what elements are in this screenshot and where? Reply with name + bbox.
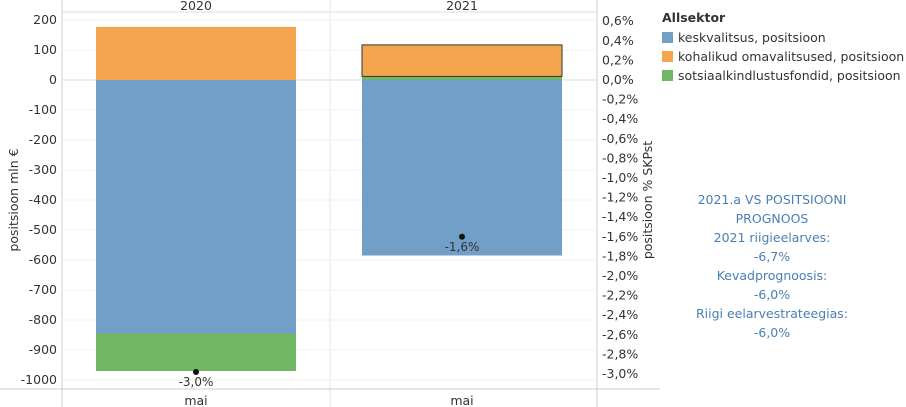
left-tick-label: -400 bbox=[29, 192, 57, 207]
right-tick-label: -2,0% bbox=[602, 268, 638, 283]
category-label: mai bbox=[184, 393, 207, 407]
right-tick-label: -2,8% bbox=[602, 346, 638, 361]
left-tick-label: 100 bbox=[33, 42, 57, 57]
legend: Allsektor keskvalitsus, positsioon kohal… bbox=[662, 10, 904, 85]
right-tick-label: -1,4% bbox=[602, 209, 638, 224]
column-header: 2020 bbox=[180, 0, 212, 13]
right-axis-title: positsioon % SKPst bbox=[640, 141, 655, 259]
right-tick-label: -1,2% bbox=[602, 190, 638, 205]
note-value: -6,0% bbox=[753, 287, 791, 302]
left-axis-title: positsioon mln € bbox=[6, 148, 21, 251]
right-tick-label: -0,4% bbox=[602, 111, 638, 126]
note-value: -6,0% bbox=[753, 325, 791, 340]
left-tick-label: -500 bbox=[29, 222, 57, 237]
left-tick-label: -700 bbox=[29, 282, 57, 297]
note-line: Riigi eelarvestrateegias: bbox=[695, 306, 849, 321]
note-title: 2021.a VS POSITSIOONI PROGNOOS bbox=[697, 192, 847, 226]
pct-label: -3,0% bbox=[179, 375, 214, 389]
right-tick-label: 0,6% bbox=[602, 13, 634, 28]
left-tick-label: -1000 bbox=[21, 372, 57, 387]
legend-title: Allsektor bbox=[662, 10, 726, 25]
right-tick-label: 0,2% bbox=[602, 52, 634, 67]
bar-segment bbox=[362, 80, 562, 256]
left-tick-label: -800 bbox=[29, 312, 57, 327]
right-tick-label: -2,6% bbox=[602, 327, 638, 342]
note-line: 2021 riigieelarves: bbox=[713, 230, 831, 245]
left-tick-label: -200 bbox=[29, 132, 57, 147]
right-tick-label: -1,6% bbox=[602, 229, 638, 244]
pct-label: -1,6% bbox=[445, 240, 480, 254]
legend-item[interactable]: keskvalitsus, positsioon bbox=[662, 28, 904, 47]
right-tick-label: -3,0% bbox=[602, 366, 638, 381]
left-tick-label: -600 bbox=[29, 252, 57, 267]
bar-segment bbox=[96, 80, 296, 334]
category-label: mai bbox=[450, 393, 473, 407]
chart: 200 100 0 -100 -200 -300 -400 -500 -600 -700 -800 -… bbox=[0, 0, 660, 407]
pct-point bbox=[193, 369, 199, 375]
legend-item[interactable]: kohalikud omavalitsused, positsioon bbox=[662, 47, 904, 66]
pct-point bbox=[459, 233, 465, 240]
right-tick-label: 0,4% bbox=[602, 33, 634, 48]
bar-segment bbox=[361, 44, 563, 77]
note-value: -6,7% bbox=[753, 249, 791, 264]
left-tick-label: -300 bbox=[29, 162, 57, 177]
right-tick-label: -1,0% bbox=[602, 170, 638, 185]
right-tick-label: 0,0% bbox=[602, 72, 634, 87]
right-tick-label: -2,2% bbox=[602, 288, 638, 303]
right-tick-label: -0,8% bbox=[602, 150, 638, 165]
bar-segment bbox=[362, 76, 562, 80]
legend-item[interactable]: sotsiaalkindlustusfondid, positsioon bbox=[662, 66, 904, 85]
column-header: 2021 bbox=[446, 0, 478, 13]
bar-segment bbox=[96, 26, 296, 80]
left-tick-label: 200 bbox=[33, 12, 57, 27]
left-tick-label: -100 bbox=[29, 102, 57, 117]
note-line: Kevadprognoosis: bbox=[716, 268, 828, 283]
left-tick-label: -900 bbox=[29, 342, 57, 357]
forecast-note: 2021.a VS POSITSIOONI PROGNOOS 2021 riig… bbox=[662, 190, 882, 342]
right-tick-label: -0,6% bbox=[602, 131, 638, 146]
right-tick-label: -0,2% bbox=[602, 92, 638, 107]
left-tick-label: 0 bbox=[49, 72, 57, 87]
bar-segment bbox=[96, 333, 296, 371]
right-tick-label: -1,8% bbox=[602, 248, 638, 263]
right-tick-label: -2,4% bbox=[602, 307, 638, 322]
